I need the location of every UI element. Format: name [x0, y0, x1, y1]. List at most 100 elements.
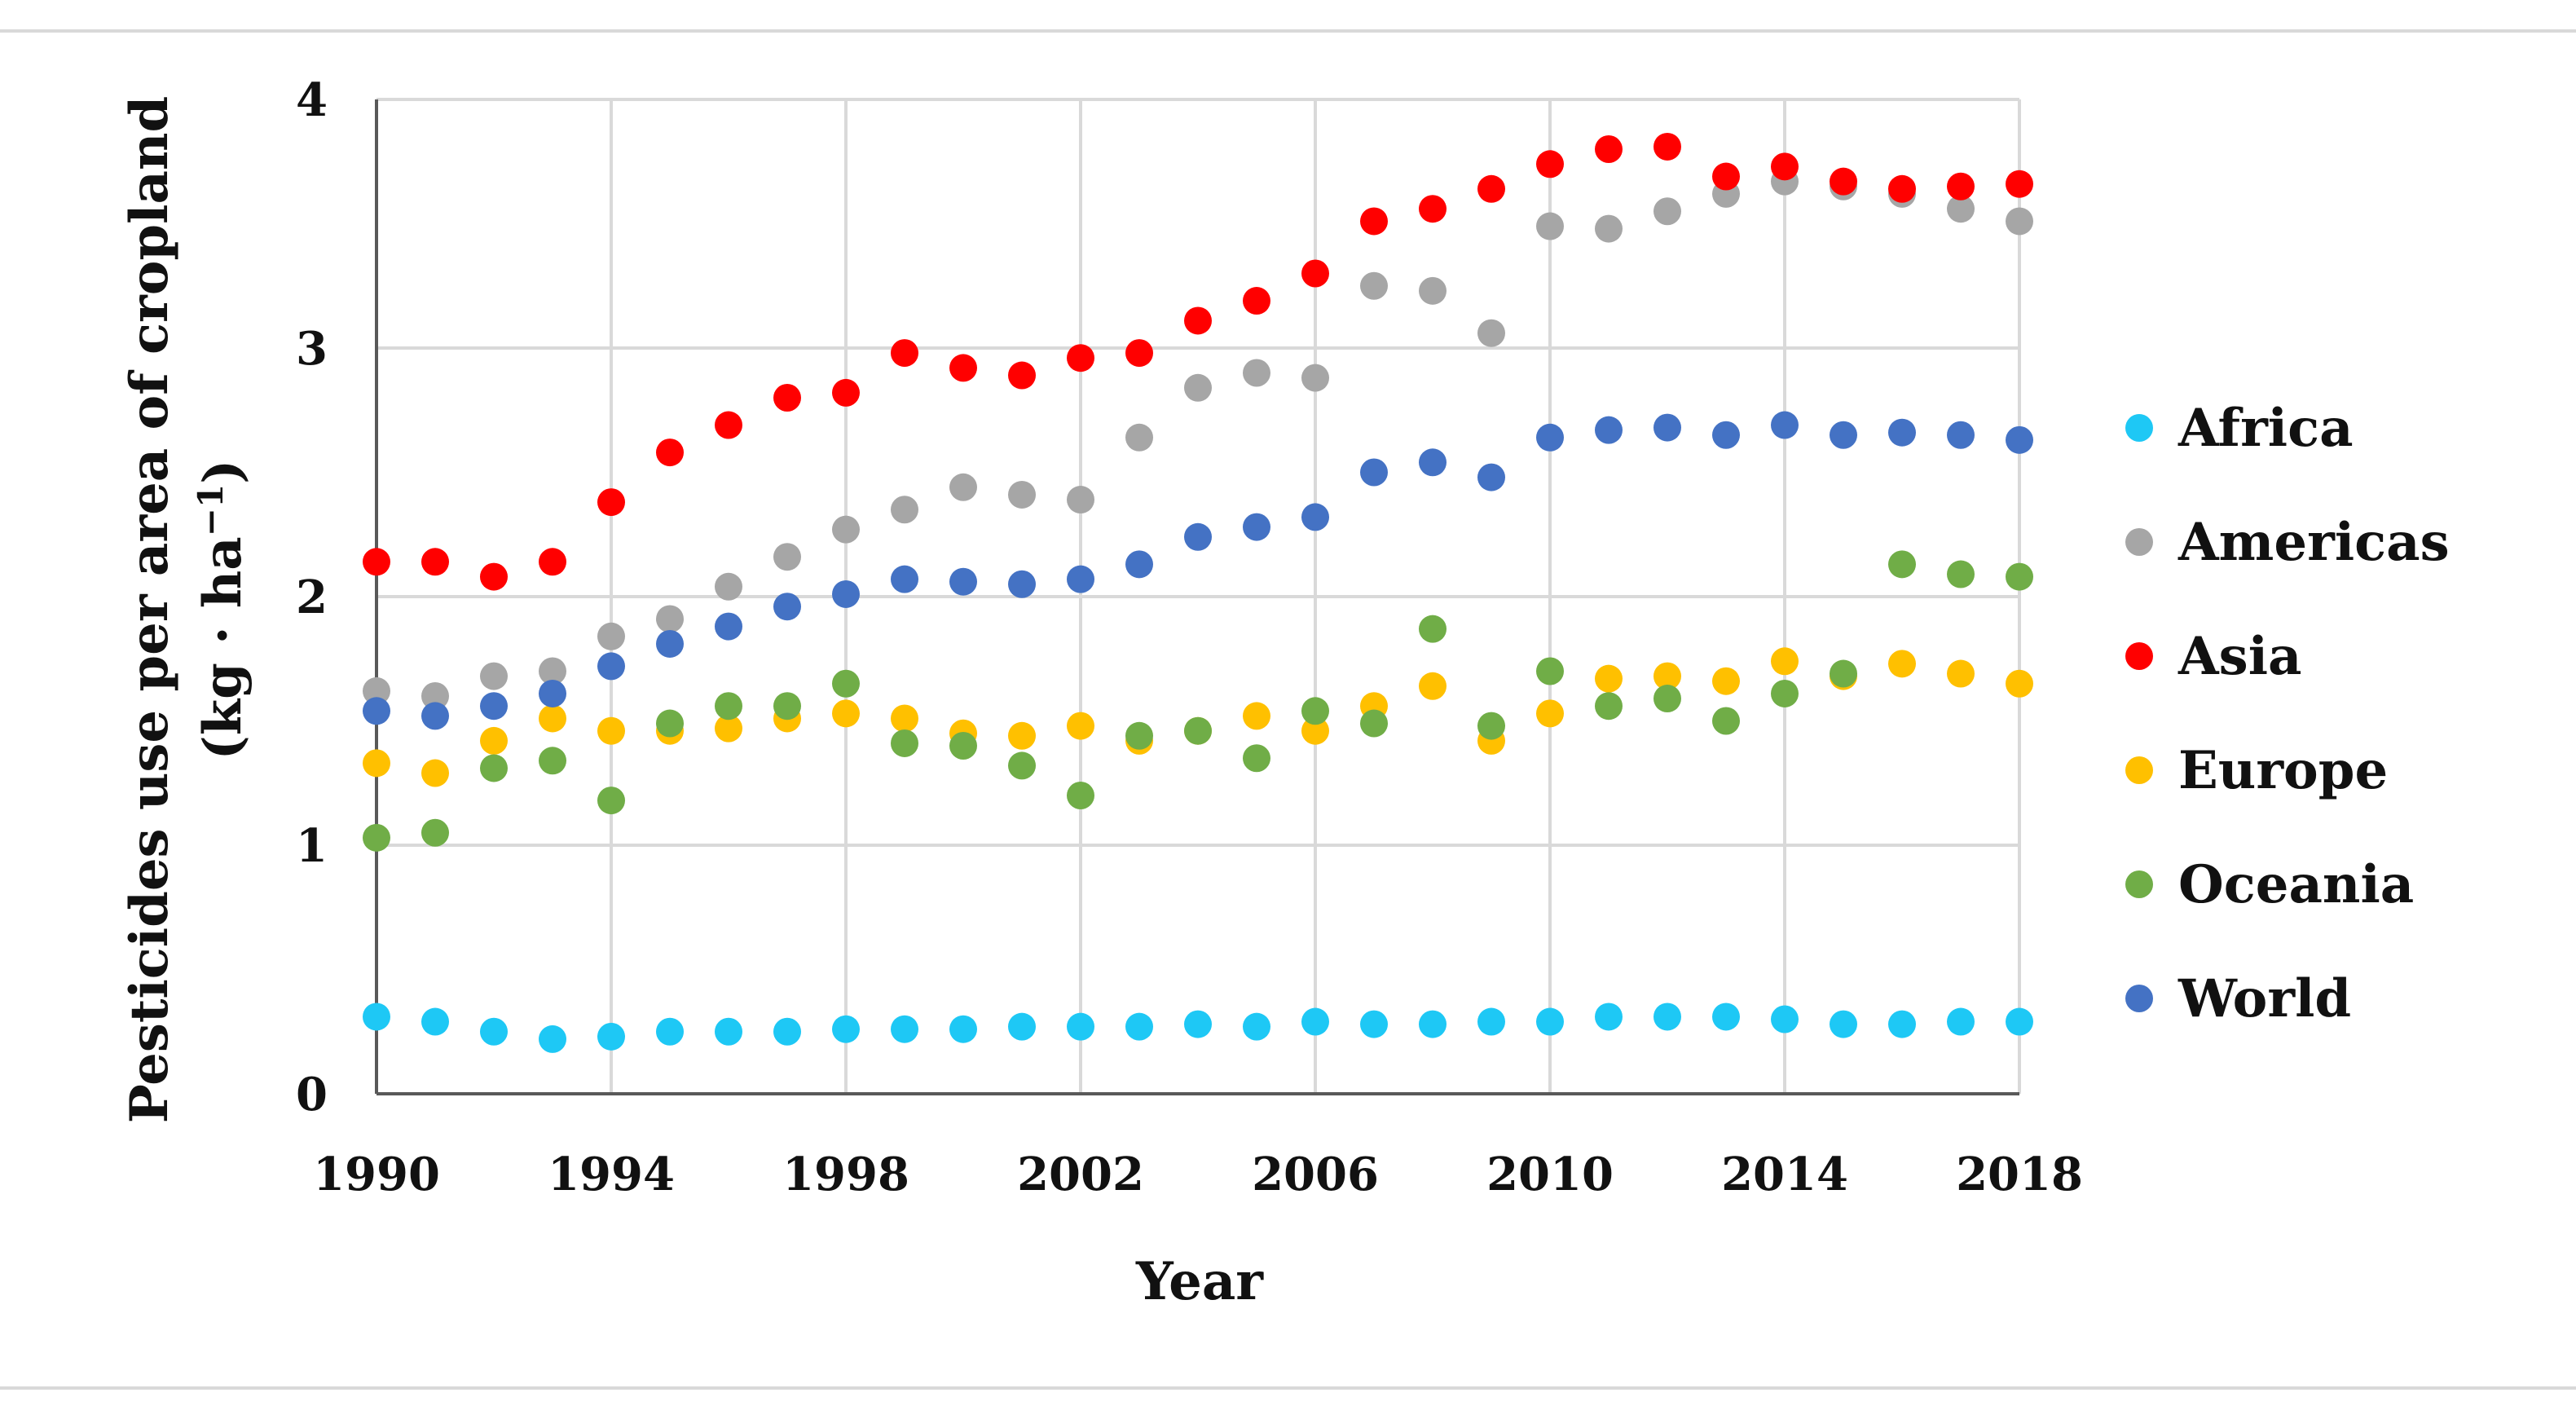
- world-point-1993: [539, 679, 566, 707]
- asia-point-2004: [1184, 306, 1212, 335]
- y-unit-base: (kg · ha: [192, 536, 253, 760]
- africa-point-2011: [1595, 1003, 1623, 1031]
- oceania-point-1990: [363, 823, 390, 852]
- oceania-point-2015: [1830, 659, 1857, 688]
- oceania-point-2009: [1477, 712, 1505, 740]
- americas-point-2006: [1301, 364, 1329, 392]
- americas-point-1999: [891, 496, 918, 524]
- oceania-point-2004: [1184, 716, 1212, 745]
- americas-point-1995: [656, 605, 684, 633]
- asia-point-2011: [1595, 135, 1623, 163]
- europe-point-1994: [597, 716, 625, 745]
- americas-point-2005: [1243, 359, 1270, 387]
- legend-item-world: World: [2125, 968, 2351, 1029]
- oceania-point-2006: [1301, 697, 1329, 725]
- americas-point-2001: [1008, 480, 1036, 509]
- x-tick-label-0: 1990: [313, 1148, 440, 1201]
- europe-point-2013: [1712, 667, 1740, 695]
- world-point-2004: [1184, 522, 1212, 551]
- americas-point-1993: [539, 657, 566, 685]
- africa-point-1990: [363, 1003, 390, 1031]
- y-unit-close: ): [192, 460, 253, 484]
- africa-point-2001: [1008, 1012, 1036, 1041]
- africa-point-2006: [1301, 1007, 1329, 1036]
- world-point-2006: [1301, 503, 1329, 531]
- europe-point-2005: [1243, 702, 1270, 730]
- legend-label-world: World: [2177, 968, 2351, 1029]
- africa-point-2016: [1888, 1010, 1916, 1038]
- africa-point-2004: [1184, 1010, 1212, 1038]
- asia-point-1996: [715, 411, 742, 439]
- asia-point-2016: [1888, 174, 1916, 203]
- europe-point-1990: [363, 749, 390, 778]
- y-tick-label-2: 2: [296, 571, 328, 624]
- africa-point-1991: [421, 1007, 449, 1036]
- axes: [375, 99, 2019, 1095]
- legend-marker-world: [2125, 985, 2153, 1012]
- americas-point-2017: [1947, 195, 1975, 223]
- europe-point-1991: [421, 759, 449, 787]
- asia-point-1997: [773, 384, 801, 412]
- legend-label-oceania: Oceania: [2178, 854, 2414, 915]
- y-tick-label-0: 0: [296, 1068, 328, 1122]
- oceania-point-2002: [1067, 782, 1094, 809]
- asia-point-2000: [949, 354, 977, 382]
- asia-point-2005: [1243, 287, 1270, 315]
- europe-point-2001: [1008, 721, 1036, 750]
- world-point-1995: [656, 629, 684, 658]
- legend-marker-americas: [2125, 528, 2153, 556]
- africa-point-2018: [2006, 1007, 2033, 1036]
- americas-point-2008: [1419, 276, 1447, 305]
- world-point-2013: [1712, 421, 1740, 449]
- oceania-point-1993: [539, 747, 566, 775]
- legend-item-americas: Americas: [2125, 512, 2450, 573]
- africa-point-1997: [773, 1017, 801, 1046]
- asia-point-2008: [1419, 195, 1447, 223]
- legend-item-africa: Africa: [2125, 398, 2354, 459]
- x-tick-label-4: 2006: [1252, 1148, 1379, 1201]
- asia-point-1991: [421, 548, 449, 576]
- africa-point-2008: [1419, 1010, 1447, 1038]
- africa-point-2000: [949, 1015, 977, 1043]
- world-point-2007: [1360, 458, 1388, 487]
- americas-point-1990: [363, 676, 390, 705]
- europe-point-1992: [480, 726, 508, 755]
- americas-point-2002: [1067, 486, 1094, 514]
- africa-point-1995: [656, 1017, 684, 1046]
- world-point-1999: [891, 565, 918, 593]
- x-tick-label-5: 2010: [1486, 1148, 1614, 1201]
- europe-point-2017: [1947, 659, 1975, 688]
- y-tick-label-4: 4: [296, 73, 328, 127]
- legend-item-asia: Asia: [2125, 626, 2301, 687]
- world-point-2010: [1536, 423, 1564, 452]
- oceania-point-2010: [1536, 657, 1564, 685]
- asia-point-2010: [1536, 150, 1564, 178]
- tick-labels: 1990 1994 1998 2002 2006 2010 2014 2018 0 1 2 3 4: [296, 73, 2083, 1201]
- africa-point-1993: [539, 1025, 566, 1053]
- europe-point-1999: [891, 704, 918, 733]
- europe-point-2014: [1771, 647, 1799, 676]
- asia-point-2002: [1067, 344, 1094, 372]
- oceania-point-2000: [949, 732, 977, 760]
- asia-point-2003: [1125, 339, 1153, 368]
- world-point-2008: [1419, 448, 1447, 477]
- data-points: [363, 132, 2033, 1053]
- series-americas: [363, 167, 2033, 710]
- europe-point-2016: [1888, 650, 1916, 678]
- oceania-point-2003: [1125, 721, 1153, 750]
- oceania-point-2011: [1595, 692, 1623, 721]
- y-tick-label-3: 3: [296, 322, 328, 376]
- asia-point-1994: [597, 488, 625, 517]
- legend-label-africa: Africa: [2177, 398, 2354, 459]
- asia-point-2009: [1477, 174, 1505, 203]
- oceania-point-2005: [1243, 744, 1270, 773]
- legend-marker-oceania: [2125, 870, 2153, 898]
- europe-point-1998: [832, 699, 860, 728]
- y-tick-label-1: 1: [296, 819, 328, 873]
- world-point-1990: [363, 697, 390, 725]
- americas-point-1992: [480, 662, 508, 690]
- americas-point-2007: [1360, 271, 1388, 300]
- asia-point-1995: [656, 438, 684, 467]
- series-world: [363, 411, 2033, 730]
